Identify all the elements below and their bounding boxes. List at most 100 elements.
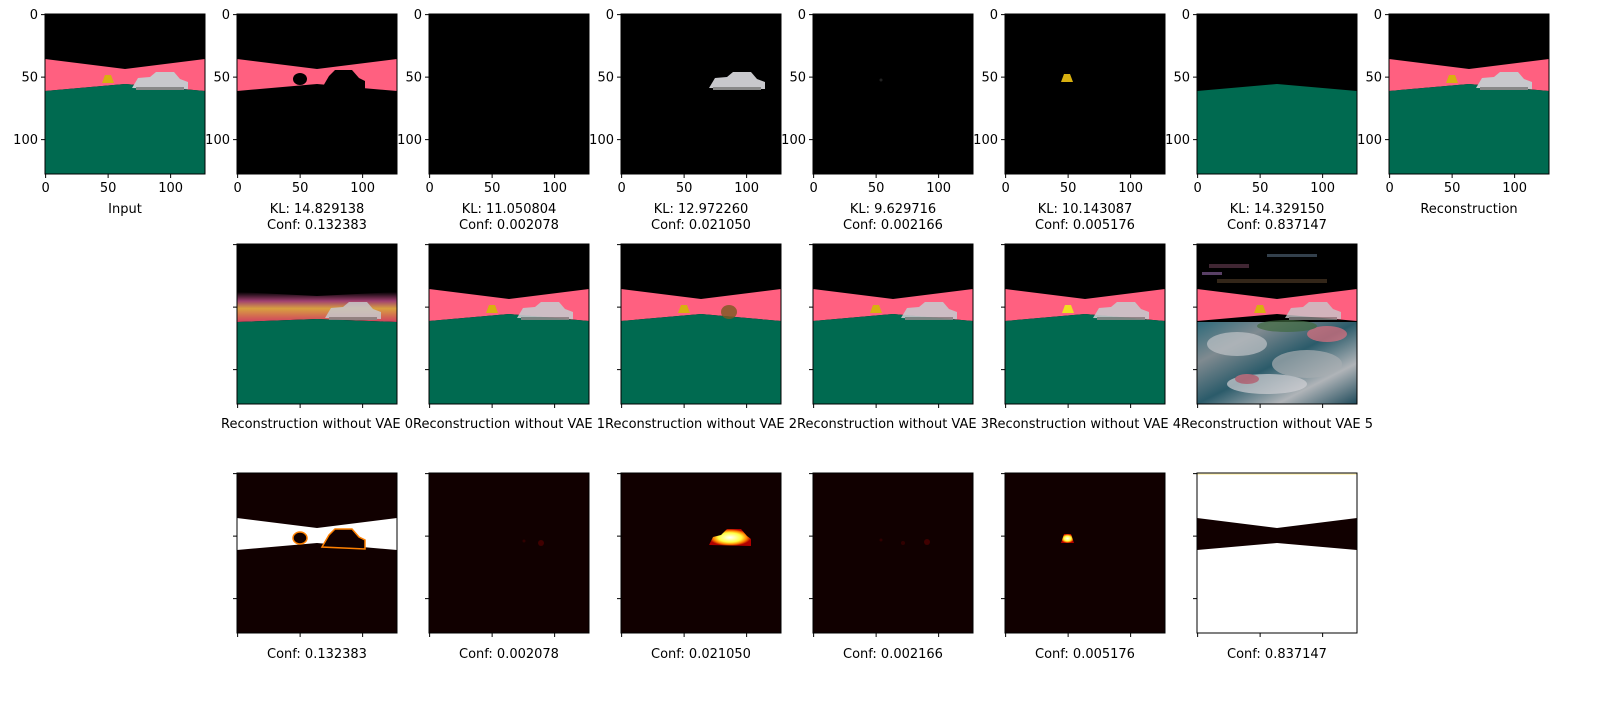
conf-label-3: Conf: 0.002166 bbox=[843, 218, 943, 233]
row1-ytick-label-4-1: 50 bbox=[789, 71, 806, 86]
component-panel-2 bbox=[621, 14, 781, 174]
row2-axes bbox=[233, 243, 1358, 408]
row3-frame-4 bbox=[1004, 472, 1166, 634]
kl-label-4: KL: 10.143087 bbox=[1038, 202, 1133, 217]
row1-xtick-label-1-0: 0 bbox=[233, 181, 241, 196]
row1-frame-6 bbox=[1196, 13, 1358, 175]
row1-frame-5 bbox=[1004, 13, 1166, 175]
row3-frame-5 bbox=[1196, 472, 1358, 634]
row1-xtick-label-5-0: 0 bbox=[1001, 181, 1009, 196]
row1-ytick-label-5-0: 0 bbox=[990, 8, 998, 23]
row1-ytick-label-2-1: 50 bbox=[405, 71, 422, 86]
component-panel-3 bbox=[813, 14, 973, 174]
row3-frame-1 bbox=[428, 472, 590, 634]
row2-frame-3 bbox=[812, 243, 974, 405]
row1-xtick-label-4-0: 0 bbox=[809, 181, 817, 196]
row1-frame-7 bbox=[1388, 13, 1550, 175]
conf-label-0: Conf: 0.132383 bbox=[267, 218, 367, 233]
row1-ytick-label-1-1: 50 bbox=[213, 71, 230, 86]
kl-label-5: KL: 14.329150 bbox=[1230, 202, 1325, 217]
row1-ytick-label-3-2: 100 bbox=[589, 133, 614, 148]
kl-label-1: KL: 11.050804 bbox=[462, 202, 557, 217]
component-panel-1 bbox=[429, 14, 589, 174]
reconstruction-title: Reconstruction bbox=[1420, 202, 1517, 217]
recon-without-label-4: Reconstruction without VAE 4 bbox=[989, 417, 1181, 432]
input-panel bbox=[44, 13, 206, 175]
row1-ytick-label-1-0: 0 bbox=[222, 8, 230, 23]
kl-label-0: KL: 14.829138 bbox=[270, 202, 365, 217]
recon-without-panel-1 bbox=[429, 244, 589, 404]
row1-xtick-label-6-0: 0 bbox=[1193, 181, 1201, 196]
recon-without-panel-4 bbox=[1005, 244, 1165, 404]
mask-panel-5 bbox=[1197, 473, 1357, 633]
row1-xtick-label-6-2: 100 bbox=[1310, 181, 1335, 196]
row1-ytick-label-4-0: 0 bbox=[798, 8, 806, 23]
conf-label-1: Conf: 0.002078 bbox=[459, 218, 559, 233]
component-panel-0 bbox=[237, 14, 397, 174]
row1-xtick-label-3-0: 0 bbox=[617, 181, 625, 196]
row2-frame-0 bbox=[236, 243, 398, 405]
row3-axes bbox=[233, 472, 1358, 637]
row3-frame-3 bbox=[812, 472, 974, 634]
row1-ytick-label-0-0: 0 bbox=[30, 8, 38, 23]
row2-frame-2 bbox=[620, 243, 782, 405]
row1-xtick-label-4-2: 100 bbox=[926, 181, 951, 196]
row1-frame-3 bbox=[620, 13, 782, 175]
row1-ytick-label-3-1: 50 bbox=[597, 71, 614, 86]
component-panel-5 bbox=[1197, 14, 1357, 174]
row1-xtick-label-5-2: 100 bbox=[1118, 181, 1143, 196]
row1-xtick-label-7-1: 50 bbox=[1444, 181, 1461, 196]
recon-without-label-1: Reconstruction without VAE 1 bbox=[413, 417, 605, 432]
mask-conf-label-5: Conf: 0.837147 bbox=[1227, 647, 1327, 662]
recon-without-label-0: Reconstruction without VAE 0 bbox=[221, 417, 413, 432]
recon-without-label-5: Reconstruction without VAE 5 bbox=[1181, 417, 1373, 432]
row1-xtick-label-2-0: 0 bbox=[425, 181, 433, 196]
row3-frame-2 bbox=[620, 472, 782, 634]
row1-xtick-label-0-2: 100 bbox=[158, 181, 183, 196]
row1-xtick-label-1-2: 100 bbox=[350, 181, 375, 196]
row1-frame-0 bbox=[44, 13, 206, 175]
row1-frame-2 bbox=[428, 13, 590, 175]
mask-panel-3 bbox=[813, 473, 973, 633]
mask-conf-label-1: Conf: 0.002078 bbox=[459, 647, 559, 662]
row1-axes: 0 0 50 50 100 100 0 0 50 50 100 100 0 0 50 50 100 100 0 0 50… bbox=[13, 8, 1550, 196]
row2-frame-5 bbox=[1196, 243, 1358, 405]
conf-label-5: Conf: 0.837147 bbox=[1227, 218, 1327, 233]
kl-label-2: KL: 12.972260 bbox=[654, 202, 749, 217]
recon-without-panel-5 bbox=[1197, 244, 1357, 404]
row1-xtick-label-6-1: 50 bbox=[1252, 181, 1269, 196]
kl-label-3: KL: 9.629716 bbox=[850, 202, 936, 217]
recon-without-panel-3 bbox=[813, 244, 973, 404]
input-title: Input bbox=[108, 202, 142, 217]
row1-xtick-label-3-2: 100 bbox=[734, 181, 759, 196]
row1-ytick-label-6-2: 100 bbox=[1165, 133, 1190, 148]
row1-ytick-label-7-1: 50 bbox=[1365, 71, 1382, 86]
row1-xtick-label-3-1: 50 bbox=[676, 181, 693, 196]
row1-xtick-label-7-0: 0 bbox=[1385, 181, 1393, 196]
recon-without-panel-2 bbox=[621, 244, 781, 404]
row1-frame-1 bbox=[236, 13, 398, 175]
mask-panel-0 bbox=[237, 473, 397, 633]
component-panel-4 bbox=[1005, 14, 1165, 174]
row1-ytick-label-6-1: 50 bbox=[1173, 71, 1190, 86]
row1-xtick-label-0-0: 0 bbox=[41, 181, 49, 196]
mask-panel-1 bbox=[429, 473, 589, 633]
mask-panel-4 bbox=[1005, 473, 1165, 633]
row1-ytick-label-5-1: 50 bbox=[981, 71, 998, 86]
row1-ytick-label-7-2: 100 bbox=[1357, 133, 1382, 148]
row1-ytick-label-4-2: 100 bbox=[781, 133, 806, 148]
conf-label-2: Conf: 0.021050 bbox=[651, 218, 751, 233]
mask-conf-label-2: Conf: 0.021050 bbox=[651, 647, 751, 662]
row2-frame-1 bbox=[428, 243, 590, 405]
row1-xtick-label-4-1: 50 bbox=[868, 181, 885, 196]
mask-conf-label-0: Conf: 0.132383 bbox=[267, 647, 367, 662]
mask-conf-label-3: Conf: 0.002166 bbox=[843, 647, 943, 662]
row1-xtick-label-2-1: 50 bbox=[484, 181, 501, 196]
recon-without-label-3: Reconstruction without VAE 3 bbox=[797, 417, 989, 432]
recon-without-label-2: Reconstruction without VAE 2 bbox=[605, 417, 797, 432]
row3-frame-0 bbox=[236, 472, 398, 634]
row1-frame-4 bbox=[812, 13, 974, 175]
reconstruction-panel bbox=[1389, 14, 1549, 174]
row1-xtick-label-7-2: 100 bbox=[1502, 181, 1527, 196]
